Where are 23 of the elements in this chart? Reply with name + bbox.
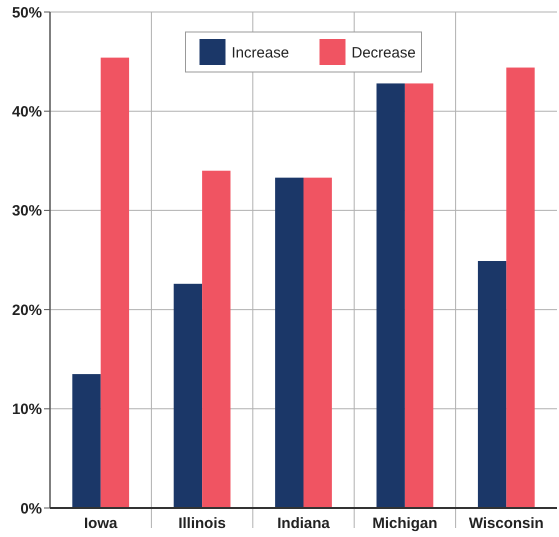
x-tick-label: Michigan <box>372 515 438 532</box>
bar <box>376 83 405 508</box>
bar <box>404 83 434 508</box>
bar <box>72 374 101 508</box>
y-tick-label: 0% <box>20 500 42 518</box>
x-tick-label: Indiana <box>277 515 330 532</box>
bar <box>275 178 304 508</box>
legend-label: Decrease <box>352 44 416 62</box>
y-tick-label: 50% <box>12 4 42 22</box>
y-tick-label: 30% <box>12 202 42 220</box>
y-tick-label: 10% <box>12 401 42 418</box>
x-tick-label: Illinois <box>178 515 226 532</box>
bar <box>506 68 535 508</box>
bar <box>202 170 230 508</box>
bar <box>304 178 332 508</box>
legend-label: Increase <box>232 44 290 62</box>
bar <box>174 284 202 508</box>
x-tick-label: Iowa <box>84 515 118 532</box>
bar <box>478 260 506 508</box>
bar <box>100 58 130 508</box>
y-tick-label: 20% <box>12 302 42 319</box>
x-tick-label: Wisconsin <box>468 515 544 532</box>
y-tick-label: 40% <box>12 103 42 120</box>
